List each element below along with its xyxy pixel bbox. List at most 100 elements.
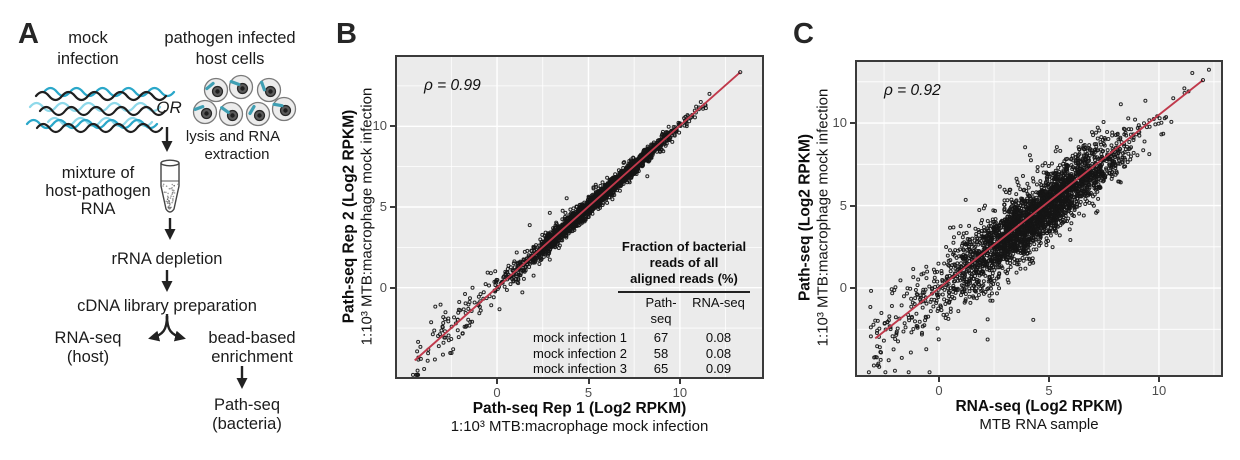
host-cell <box>256 77 282 103</box>
row-rnaseq-value: 0.08 <box>705 345 732 361</box>
panel-c-y-title: Path-seq (Log2 RPKM) <box>796 133 814 302</box>
bacterium-icon <box>272 102 284 108</box>
x-tick-label: 10 <box>672 385 688 400</box>
inset-table-title: Fraction of bacterial <box>621 239 747 254</box>
y-tick-label: 0 <box>839 280 847 295</box>
y-tick-label: 10 <box>372 118 387 134</box>
panel-c-label: C <box>793 18 814 50</box>
inset-table-row: mock infection 2 58 0.08 <box>533 346 750 362</box>
host-cell <box>271 96 297 122</box>
panel-a-diagram: mock infection pathogen infected host ce… <box>25 29 297 433</box>
host-cell <box>245 101 271 127</box>
bacterium-icon <box>205 81 215 91</box>
host-cell <box>218 101 244 127</box>
y-tick-label: 5 <box>379 199 387 214</box>
panel-c-rho-annotation: ρ = 0.92 <box>884 82 941 99</box>
bacterium-icon <box>260 80 266 92</box>
rna-seq-host-label-2: (host) <box>67 348 109 366</box>
infected-cells-illustration <box>192 74 297 127</box>
row-label: mock infection 2 <box>533 345 627 361</box>
x-tick-label: 5 <box>1045 383 1053 398</box>
pathogen-infected-label-2: host cells <box>196 50 265 68</box>
y-tick-mark <box>390 286 395 289</box>
bead-based-label: bead-based <box>208 329 295 347</box>
row-rnaseq-value: 0.09 <box>705 361 732 376</box>
panel-c-y-axis-label: Path-seq (Log2 RPKM) 1:10³ MTB:macrophag… <box>796 18 833 418</box>
row-label: mock infection 3 <box>533 361 627 376</box>
panel-c-scatter-plot: ρ = 0.92 <box>855 60 1223 377</box>
x-tick-label: 0 <box>493 385 501 400</box>
panel-c-x-subtitle: MTB RNA sample <box>979 416 1099 433</box>
x-tick-mark <box>587 379 590 384</box>
y-tick-mark <box>850 122 855 124</box>
inset-table-row: mock infection 3 65 0.09 <box>533 361 750 377</box>
x-tick-mark <box>1158 377 1160 382</box>
panel-b-inset-table: Fraction of bacterial reads of all align… <box>533 239 750 377</box>
x-tick-label: 0 <box>935 383 943 398</box>
x-tick-label: 5 <box>584 385 593 400</box>
lysis-label-2: extraction <box>204 146 269 163</box>
y-tick-mark <box>390 206 395 208</box>
x-tick-mark <box>678 379 681 384</box>
y-tick-mark <box>850 204 855 207</box>
bacterium-icon <box>248 104 256 116</box>
rna-seq-host-label: RNA-seq <box>55 329 122 347</box>
path-seq-bacteria-label: Path-seq <box>214 396 280 414</box>
panel-c-x-title: RNA-seq (Log2 RPKM) <box>955 398 1123 415</box>
panel-c-y-subtitle: 1:10³ MTB:macrophage mock infection <box>814 88 832 347</box>
inset-col-path-seq: Path-seq <box>645 295 677 326</box>
panel-b-label: B <box>336 18 357 50</box>
rna-strand <box>34 90 168 102</box>
y-tick-mark <box>390 125 395 128</box>
or-label: OR <box>156 98 182 117</box>
inset-table-title-2: reads of all <box>649 255 719 270</box>
rrna-depletion-label: rRNA depletion <box>112 250 223 268</box>
host-cell <box>228 74 254 100</box>
tube-icon <box>160 159 180 213</box>
panel-b-scatter-plot: ρ = 0.99 Fraction of bacterial reads of … <box>395 55 764 379</box>
row-rnaseq-value: 0.08 <box>705 330 732 345</box>
row-pathseq-value: 65 <box>653 361 669 376</box>
row-pathseq-value: 67 <box>653 330 669 345</box>
row-pathseq-value: 58 <box>653 345 669 361</box>
x-tick-mark <box>496 379 498 384</box>
path-seq-bacteria-label-2: (bacteria) <box>212 415 282 433</box>
x-tick-mark <box>1048 377 1050 382</box>
pathogen-infected-label: pathogen infected <box>164 29 295 47</box>
panel-b-x-axis-label: Path-seq Rep 1 (Log2 RPKM) 1:10³ MTB:mac… <box>397 399 762 436</box>
inset-table-header-row: Path-seq RNA-seq <box>533 295 750 326</box>
host-cell <box>192 99 218 125</box>
panel-b-y-title: Path-seq Rep 2 (Log2 RPKM) <box>340 109 358 324</box>
split-arrows <box>148 314 186 342</box>
panel-b-x-subtitle: 1:10³ MTB:macrophage mock infection <box>450 418 709 435</box>
panel-b-rho-annotation: ρ = 0.99 <box>424 77 481 94</box>
x-tick-mark <box>938 377 940 382</box>
inset-table-row: mock infection 1 67 0.08 <box>533 330 750 346</box>
y-tick-label: 10 <box>832 115 847 130</box>
panel-a-label: A <box>18 18 39 50</box>
panel-c-x-axis-label: RNA-seq (Log2 RPKM) MTB RNA sample <box>857 397 1221 434</box>
mock-infection-label-2: infection <box>57 50 118 68</box>
panel-b-y-axis-label: Path-seq Rep 2 (Log2 RPKM) 1:10³ MTB:mac… <box>340 17 377 417</box>
cdna-library-label: cDNA library preparation <box>77 297 257 315</box>
mixture-label-2: host-pathogen <box>45 182 151 200</box>
bacterium-icon <box>193 105 205 111</box>
lysis-label: lysis and RNA <box>186 128 280 145</box>
inset-table-rule <box>618 291 750 293</box>
rna-strand <box>35 122 164 134</box>
rna-strand <box>38 105 167 117</box>
y-tick-mark <box>850 287 855 289</box>
row-label: mock infection 1 <box>533 330 627 345</box>
inset-table-title-3: aligned reads (%) <box>630 271 738 286</box>
mock-infection-label: mock <box>68 29 108 47</box>
rna-strand <box>42 86 176 98</box>
rna-strands-illustration <box>25 86 176 134</box>
x-tick-label: 10 <box>1151 383 1167 398</box>
panel-b-x-title: Path-seq Rep 1 (Log2 RPKM) <box>472 400 687 417</box>
mixture-label: mixture of <box>62 164 135 182</box>
host-cell <box>203 77 229 103</box>
inset-col-rna-seq: RNA-seq <box>692 295 745 310</box>
y-tick-label: 5 <box>839 197 847 213</box>
bacterium-icon <box>229 80 241 86</box>
